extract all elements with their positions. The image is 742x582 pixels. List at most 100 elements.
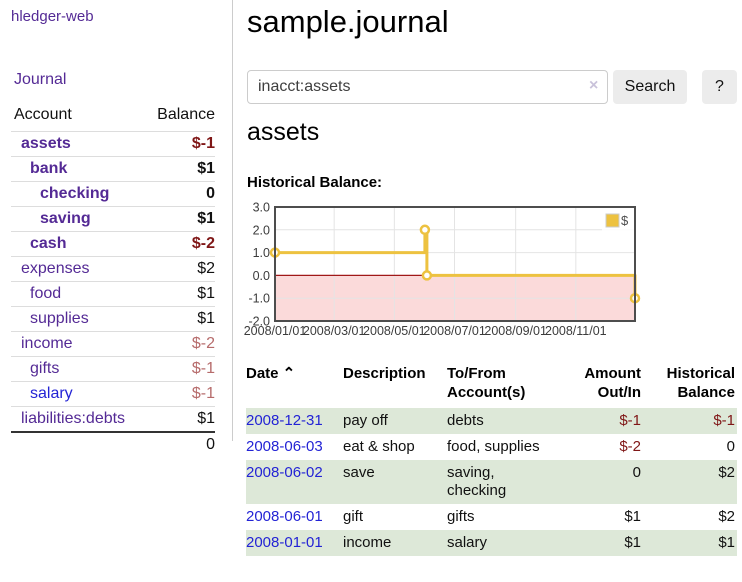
total-balance: 0: [206, 436, 215, 453]
svg-text:2008/09/01: 2008/09/01: [484, 324, 547, 338]
accounts-total: 0: [11, 431, 215, 457]
account-tree: Account Balance assets $-1 bank $1 checking 0…: [11, 104, 215, 457]
svg-text:0.0: 0.0: [253, 269, 270, 283]
account-link[interactable]: expenses: [21, 260, 90, 277]
svg-text:2008/01/01: 2008/01/01: [244, 324, 307, 338]
transaction-date-link-cell: 2008-12-31: [246, 408, 343, 434]
column-header-label: Amount Out/In: [584, 365, 641, 401]
account-balance: $2: [197, 260, 215, 277]
transaction-row: 2008-06-03 eat & shop food, supplies $-2 0: [246, 434, 737, 460]
transaction-date-link[interactable]: 2008-12-31: [246, 412, 323, 429]
sort-ascending-icon: ⌃: [278, 365, 296, 382]
transaction-date-link[interactable]: 2008-06-03: [246, 438, 323, 455]
account-balance: $-1: [191, 385, 215, 402]
transaction-date-link-cell: 2008-06-01: [246, 504, 343, 530]
sidebar-account-row: saving $1: [11, 206, 215, 231]
transaction-accounts-cell: salary: [447, 534, 488, 551]
account-balance: $-1: [191, 360, 215, 377]
transaction-description-cell: gift: [343, 508, 364, 525]
column-header-label: Historical Balance: [666, 365, 735, 401]
transaction-balance-cell: $-1: [713, 412, 735, 429]
account-link[interactable]: liabilities:debts: [21, 410, 126, 427]
transaction-row: 2008-06-01 gift gifts $1 $2: [246, 504, 737, 530]
svg-text:1.0: 1.0: [253, 246, 270, 260]
account-link[interactable]: supplies: [30, 310, 89, 327]
transaction-balance-cell: 0: [726, 438, 735, 455]
transaction-description-cell: save: [343, 464, 375, 481]
balance-column-label: Balance: [157, 106, 215, 123]
chart-svg: $3.0 2.0 1.0 0.0 -1.0 -2.02008/01/012008/03/0…: [244, 201, 641, 338]
account-tree-header: Account Balance: [11, 104, 215, 131]
transaction-description-cell: pay off: [343, 412, 388, 429]
transaction-date-link-cell: 2008-06-02: [246, 460, 343, 504]
transaction-date-link[interactable]: 2008-01-01: [246, 534, 323, 551]
account-link[interactable]: assets: [21, 135, 71, 152]
transaction-date-link[interactable]: 2008-06-01: [246, 508, 323, 525]
transaction-accounts-cell: gifts: [447, 508, 475, 525]
svg-text:2008/05/01: 2008/05/01: [363, 324, 426, 338]
page-title: sample.journal: [247, 4, 449, 39]
account-balance: $-2: [191, 335, 215, 352]
search-help-button[interactable]: ?: [702, 70, 737, 104]
account-balance: $1: [197, 410, 215, 427]
transaction-accounts-cell: food, supplies: [447, 438, 540, 455]
svg-text:2008/11/01: 2008/11/01: [545, 324, 607, 338]
account-link[interactable]: salary: [30, 385, 73, 402]
sidebar-account-row: income $-2: [11, 331, 215, 356]
sidebar-divider: [232, 0, 233, 441]
account-link[interactable]: saving: [40, 210, 91, 227]
sidebar-item-journal[interactable]: Journal: [14, 71, 67, 88]
account-balance: $-2: [191, 235, 215, 252]
column-header-label: Description: [343, 365, 426, 382]
sidebar-account-row: food $1: [11, 281, 215, 306]
transaction-date-link-cell: 2008-01-01: [246, 530, 343, 556]
transaction-amount-cell: $1: [624, 508, 641, 525]
transaction-balance-cell: $2: [718, 464, 735, 481]
transaction-description-cell: income: [343, 534, 392, 551]
transaction-accounts-cell: debts: [447, 412, 484, 429]
transaction-description-cell: eat & shop: [343, 438, 415, 455]
account-heading: assets: [247, 118, 320, 146]
account-balance: $1: [197, 210, 215, 227]
clear-search-icon[interactable]: ×: [589, 77, 599, 94]
column-header-to-from-account-s: To/From Account(s): [447, 362, 577, 408]
sidebar-account-row: checking 0: [11, 181, 215, 206]
column-header-historical-balance: Historical Balance: [643, 362, 737, 408]
account-link[interactable]: cash: [30, 235, 67, 252]
sidebar-account-row: liabilities:debts $1: [11, 406, 215, 431]
transaction-amount-cell: $-2: [619, 438, 641, 455]
account-link[interactable]: bank: [30, 160, 68, 177]
column-header-label: Date: [246, 365, 279, 382]
sidebar-account-row: bank $1: [11, 156, 215, 181]
column-header-amount-out-in: Amount Out/In: [577, 362, 643, 408]
transaction-amount-cell: $-1: [619, 412, 641, 429]
account-link[interactable]: gifts: [30, 360, 60, 377]
sidebar-account-row: expenses $2: [11, 256, 215, 281]
search-button[interactable]: Search: [613, 70, 687, 104]
sidebar-account-row: salary $-1: [11, 381, 215, 406]
transaction-amount-cell: 0: [632, 464, 641, 481]
column-header-label: To/From Account(s): [447, 365, 526, 401]
chart-title: Historical Balance:: [247, 174, 383, 191]
brand-link[interactable]: hledger-web: [11, 8, 94, 25]
svg-text:-2.0: -2.0: [248, 315, 270, 329]
account-balance: $1: [197, 160, 215, 177]
account-link[interactable]: income: [21, 335, 73, 352]
svg-text:-1.0: -1.0: [248, 292, 270, 306]
account-balance: 0: [206, 185, 215, 202]
legend-label: $: [621, 213, 629, 228]
search-input[interactable]: [247, 70, 608, 104]
column-header-date[interactable]: Date ⌃: [246, 362, 343, 408]
sidebar-account-row: cash $-2: [11, 231, 215, 256]
account-link[interactable]: food: [30, 285, 62, 302]
account-balance: $1: [197, 285, 215, 302]
svg-text:3.0: 3.0: [253, 201, 270, 215]
account-balance: $1: [197, 310, 215, 327]
column-header-description: Description: [343, 362, 447, 408]
transaction-date-link[interactable]: 2008-06-02: [246, 464, 323, 481]
transaction-row: 2008-06-02 save saving, checking 0 $2: [246, 460, 737, 504]
chart-legend: $: [602, 211, 636, 231]
transaction-amount-cell: $1: [624, 534, 641, 551]
register-table: Date ⌃ Description To/From Account(s) Amoun…: [246, 362, 737, 556]
account-link[interactable]: checking: [40, 185, 110, 202]
